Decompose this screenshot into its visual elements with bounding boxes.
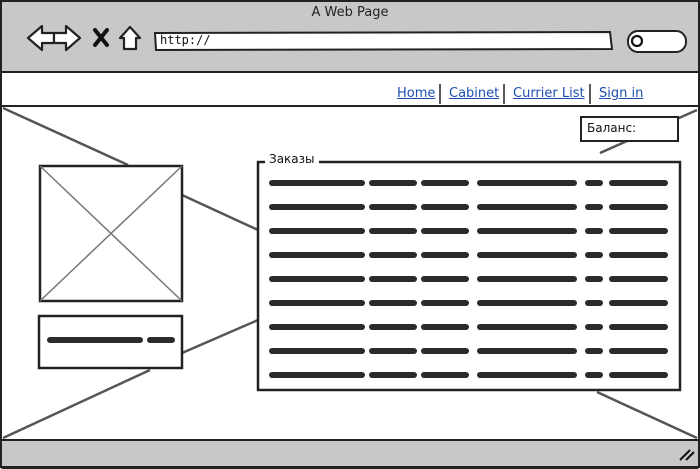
status-bar [0,439,700,468]
home-icon[interactable] [118,25,142,51]
nav-currier-list-link[interactable]: Currier List [513,86,585,101]
window-title: A Web Page [311,5,389,20]
close-x-icon[interactable] [93,28,109,47]
image-placeholder [38,164,184,303]
orders-table [269,180,668,378]
url-text[interactable]: http:// [160,33,211,47]
balance-box [580,116,679,142]
back-arrow-icon[interactable] [26,24,56,52]
orders-legend: Заказы [265,152,319,166]
balance-pointer [599,141,626,154]
nav-cabinet-link[interactable]: Cabinet [449,86,500,101]
forward-arrow-icon[interactable] [52,24,82,52]
search-box[interactable] [627,30,687,53]
resize-grip-icon[interactable] [679,449,695,461]
search-icon[interactable] [630,34,644,48]
nav-sign-in-link[interactable]: Sign in [599,86,644,101]
address-bar[interactable] [153,30,614,52]
balance-label: Баланс: [587,121,637,135]
nav-home-link[interactable]: Home [397,86,436,101]
